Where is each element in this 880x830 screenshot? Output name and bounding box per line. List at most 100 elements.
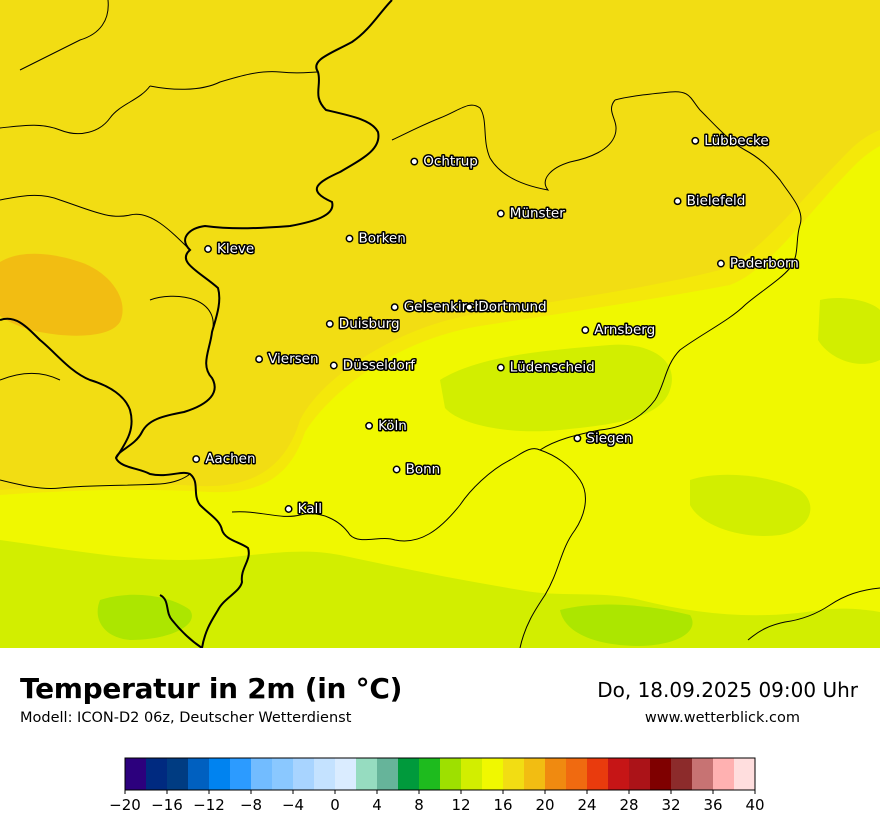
national-border bbox=[114, 0, 393, 648]
colorbar-tick-label: 4 bbox=[372, 796, 382, 814]
city-marker-dot bbox=[325, 319, 334, 328]
map-title: Temperatur in 2m (in °C) bbox=[20, 672, 403, 705]
temperature-colorbar: −20 −16 −12 −8 −4 0 4 8 12 16 20 24 28 32 36 40 bbox=[105, 748, 775, 818]
city-marker-dot bbox=[329, 361, 338, 370]
city-marker-dot bbox=[390, 303, 399, 312]
city-label: Arnsberg bbox=[594, 322, 655, 338]
city-marker-dot bbox=[345, 234, 354, 243]
city-label: Ochtrup bbox=[423, 154, 478, 170]
state-border bbox=[0, 473, 191, 489]
colorbar-segment bbox=[461, 758, 483, 790]
colorbar-segment bbox=[314, 758, 336, 790]
forecast-datetime: Do, 18.09.2025 09:00 Uhr bbox=[597, 678, 858, 702]
colorbar-segment bbox=[608, 758, 630, 790]
city-label: Kall bbox=[298, 501, 322, 517]
colorbar-tick-label: 20 bbox=[535, 796, 554, 814]
city-marker-dot bbox=[673, 197, 682, 206]
city-label: Kleve bbox=[217, 241, 254, 257]
colorbar-segment bbox=[167, 758, 189, 790]
city-marker-dot bbox=[204, 245, 212, 253]
colorbar-tick-label: −8 bbox=[240, 796, 262, 814]
colorbar-segment bbox=[398, 758, 420, 790]
temperature-field-22 bbox=[0, 253, 123, 336]
city-marker-dot bbox=[365, 421, 374, 430]
state-border bbox=[231, 448, 586, 648]
city-label: Viersen bbox=[268, 351, 318, 367]
city-label: Bonn bbox=[406, 462, 441, 478]
colorbar-tick-label: 16 bbox=[493, 796, 512, 814]
city-marker-dot bbox=[410, 157, 419, 166]
temperature-map: Lübbecke Ochtrup Bielefeld Münster Borken Kle… bbox=[0, 0, 880, 648]
state-border bbox=[539, 91, 802, 451]
province-border bbox=[149, 295, 214, 333]
province-border bbox=[19, 0, 109, 71]
colorbar-segment bbox=[146, 758, 168, 790]
city-label: Borken bbox=[359, 231, 406, 247]
city-label: Paderborn bbox=[730, 256, 799, 272]
colorbar-tick-label: 40 bbox=[745, 796, 764, 814]
city-label: Aachen bbox=[205, 451, 255, 467]
city-marker-dot bbox=[716, 259, 725, 268]
colorbar-segment bbox=[251, 758, 273, 790]
city-marker-dot bbox=[581, 326, 590, 335]
colorbar-segment bbox=[671, 758, 693, 790]
colorbar-frame bbox=[124, 757, 756, 791]
colorbar-segment bbox=[272, 758, 294, 790]
colorbar-tick-label: 12 bbox=[451, 796, 470, 814]
model-info: Modell: ICON-D2 06z, Deutscher Wetterdie… bbox=[20, 710, 352, 726]
city-label: Dortmund bbox=[478, 299, 546, 315]
state-border bbox=[391, 99, 617, 191]
city-label: Lübbecke bbox=[704, 133, 768, 149]
city-label: Bielefeld bbox=[687, 193, 746, 209]
city-label: Siegen bbox=[586, 430, 632, 446]
national-border-be bbox=[0, 317, 133, 459]
city-marker-dot bbox=[465, 303, 474, 312]
colorbar-tick-label: −16 bbox=[151, 796, 183, 814]
province-border bbox=[149, 71, 319, 90]
temperature-field-14-east bbox=[818, 298, 880, 364]
website-link[interactable]: www.wetterblick.com bbox=[644, 710, 800, 726]
colorbar-tick-label: 28 bbox=[619, 796, 638, 814]
colorbar-segment bbox=[566, 758, 588, 790]
temperature-field-12-southeast bbox=[560, 604, 693, 646]
colorbar-segment bbox=[587, 758, 609, 790]
border-lines bbox=[0, 0, 880, 648]
colorbar-segment bbox=[335, 758, 357, 790]
province-border bbox=[0, 85, 151, 134]
colorbar-segment bbox=[440, 758, 462, 790]
colorbar-segment bbox=[125, 758, 147, 790]
colorbar-segment bbox=[713, 758, 735, 790]
city-marker-dot bbox=[691, 136, 700, 145]
colorbar-tick-label: 24 bbox=[577, 796, 596, 814]
colorbar-segment bbox=[524, 758, 546, 790]
city-label: Köln bbox=[378, 418, 407, 434]
colorbar-tick-label: −20 bbox=[109, 796, 141, 814]
colorbar-tick-label: 36 bbox=[703, 796, 722, 814]
city-marker-dot bbox=[284, 505, 293, 513]
city-marker-dot bbox=[255, 355, 264, 364]
colorbar-segment bbox=[230, 758, 252, 790]
colorbar-tick-label: 8 bbox=[414, 796, 424, 814]
colorbar-tick-label: −4 bbox=[282, 796, 304, 814]
colorbar-segment bbox=[734, 758, 756, 790]
state-border bbox=[747, 587, 880, 641]
map-footer: Temperatur in 2m (in °C) Modell: ICON-D2… bbox=[0, 648, 880, 830]
city-label: Düsseldorf bbox=[343, 358, 416, 374]
colorbar-segment bbox=[629, 758, 651, 790]
city-marker-dot bbox=[392, 465, 401, 474]
city-marker-dot bbox=[496, 363, 505, 372]
colorbar-segment bbox=[356, 758, 378, 790]
colorbar-tick-label: −12 bbox=[193, 796, 225, 814]
province-border bbox=[0, 194, 191, 251]
city-label: Duisburg bbox=[339, 316, 400, 332]
colorbar-tick-label: 0 bbox=[330, 796, 340, 814]
colorbar-segment bbox=[545, 758, 567, 790]
province-border bbox=[0, 372, 61, 381]
colorbar-tick-label: 32 bbox=[661, 796, 680, 814]
temperature-field-14-siegerland bbox=[690, 474, 811, 536]
colorbar-segment bbox=[377, 758, 399, 790]
city-marker-dot bbox=[573, 434, 582, 443]
city-label: Lüdenscheid bbox=[510, 360, 595, 376]
colorbar-segment bbox=[419, 758, 441, 790]
colorbar-segment bbox=[692, 758, 714, 790]
